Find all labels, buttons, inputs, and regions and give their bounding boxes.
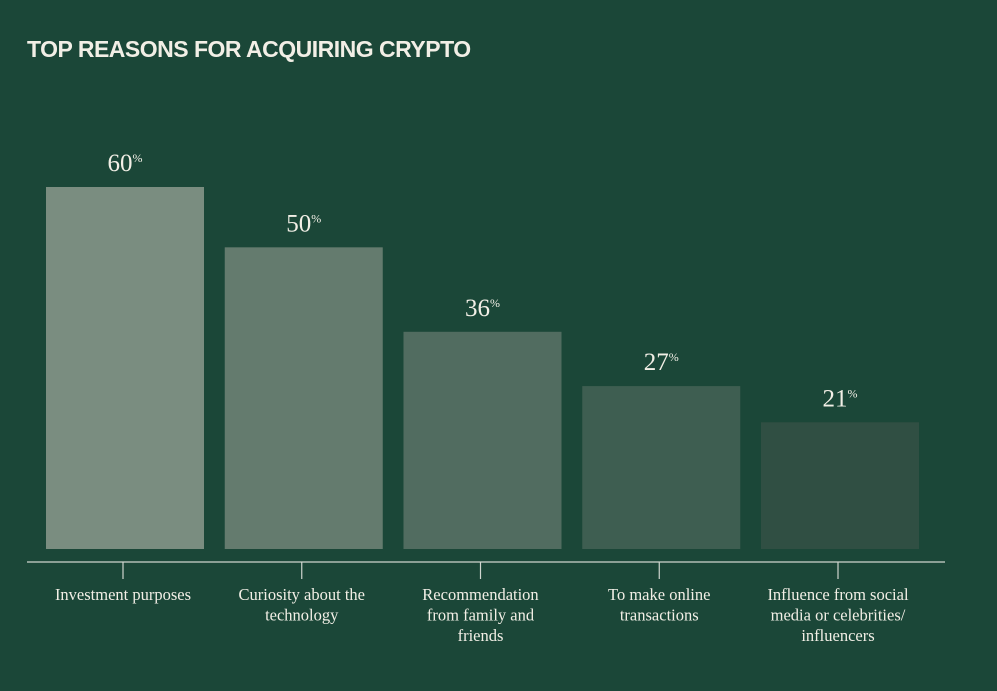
data-label: 60%: [108, 150, 143, 177]
data-label: 27%: [644, 349, 679, 376]
chart-title: TOP REASONS FOR ACQUIRING CRYPTO: [27, 36, 471, 62]
category-label: Investment purposes: [55, 585, 191, 604]
category-label: Influence from social media or celebritie…: [767, 585, 909, 645]
data-label: 50%: [286, 210, 321, 237]
bar: [582, 386, 741, 549]
bar: [761, 422, 919, 549]
data-label: 36%: [465, 295, 500, 322]
category-label: Recommendation from family and friends: [422, 585, 538, 645]
category-label: To make online transactions: [608, 585, 710, 625]
bar: [46, 187, 204, 549]
category-label: Curiosity about the technology: [239, 585, 366, 625]
bar: [224, 247, 383, 550]
data-label: 21%: [823, 385, 858, 412]
bar: [403, 331, 562, 549]
